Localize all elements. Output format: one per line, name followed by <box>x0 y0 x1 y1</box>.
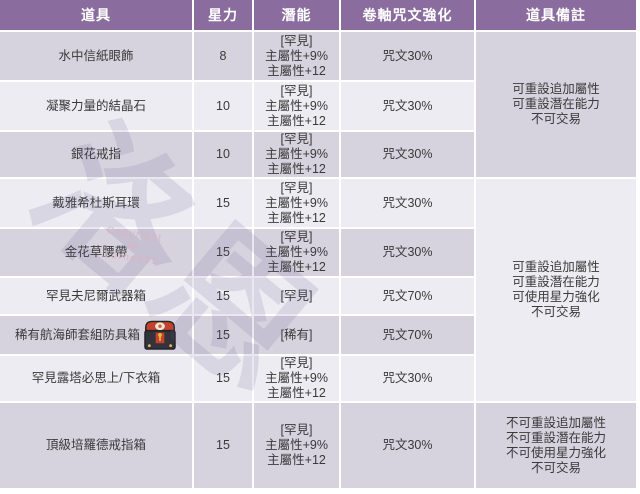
item-name-cell: 金花草腰帶 <box>0 227 194 278</box>
potential-cell: [罕見] 主屬性+9% 主屬性+12 <box>252 354 341 403</box>
item-name-cell: 罕見夫尼爾武器箱 <box>0 276 194 316</box>
star-force-cell: 15 <box>192 314 254 356</box>
star-force-cell: 15 <box>192 227 254 278</box>
header-row: 道具 星力 潛能 卷軸咒文強化 道具備註 <box>0 0 638 32</box>
table-row: 凝聚力量的結晶石 10 [罕見] 主屬性+9% 主屬性+12 咒文30% <box>0 80 637 132</box>
notes-cell: 不可重設追加屬性 不可重設潛在能力 不可使用星力強化 不可交易 <box>474 401 638 490</box>
potential-cell: [罕見] 主屬性+9% 主屬性+12 <box>252 130 341 179</box>
potential-cell: [罕見] <box>252 276 341 316</box>
table-row: 水中信紙眼飾 8 [罕見] 主屬性+9% 主屬性+12 咒文30% 可重設追加屬… <box>0 30 638 179</box>
star-force-cell: 15 <box>192 177 254 229</box>
star-force-cell: 15 <box>192 276 254 316</box>
potential-cell: [罕見] 主屬性+9% 主屬性+12 <box>252 80 341 132</box>
potential-cell: [稀有] <box>252 314 341 356</box>
table-row: 金花草腰帶 15 [罕見] 主屬性+9% 主屬性+12 咒文30% <box>0 227 637 278</box>
scroll-cell: 咒文30% <box>339 227 476 278</box>
item-name-cell: 凝聚力量的結晶石 <box>0 80 194 132</box>
item-name-cell: 銀花戒指 <box>0 130 194 179</box>
treasure-chest-icon <box>144 320 176 350</box>
notes-cell: 可重設追加屬性 可重設潛在能力 不可交易 <box>474 30 638 179</box>
item-name-cell: 稀有航海師套組防具箱 <box>0 314 194 356</box>
potential-cell: [罕見] 主屬性+9% 主屬性+12 <box>252 177 341 229</box>
item-name-cell: 頂級培羅德戒指箱 <box>0 401 194 490</box>
col-header-scroll: 卷軸咒文強化 <box>339 0 476 32</box>
col-header-star: 星力 <box>192 0 254 32</box>
item-name-cell: 戴雅希杜斯耳環 <box>0 177 194 229</box>
scroll-cell: 咒文30% <box>339 177 476 229</box>
star-force-cell: 10 <box>192 80 254 132</box>
scroll-cell: 咒文70% <box>339 276 476 316</box>
scroll-cell: 咒文30% <box>339 80 476 132</box>
item-name-cell: 罕見露塔必思上/下衣箱 <box>0 354 194 403</box>
col-header-potential: 潛能 <box>252 0 341 32</box>
item-name-label: 稀有航海師套組防具箱 <box>14 327 140 342</box>
scroll-cell: 咒文30% <box>339 130 476 179</box>
table-row: 罕見夫尼爾武器箱 15 [罕見] 咒文70% <box>0 276 637 316</box>
table-row: 頂級培羅德戒指箱 15 [罕見] 主屬性+9% 主屬性+12 咒文30% 不可重… <box>0 401 638 490</box>
potential-cell: [罕見] 主屬性+9% 主屬性+12 <box>252 227 341 278</box>
star-force-cell: 15 <box>192 401 254 490</box>
table-row: 稀有航海師套組防具箱 <box>0 314 637 356</box>
scroll-cell: 咒文30% <box>339 354 476 403</box>
star-force-cell: 10 <box>192 130 254 179</box>
scroll-cell: 咒文30% <box>339 401 476 490</box>
table-row: 罕見露塔必思上/下衣箱 15 [罕見] 主屬性+9% 主屬性+12 咒文30% <box>0 354 637 403</box>
item-name-cell: 水中信紙眼飾 <box>0 30 194 82</box>
star-force-cell: 8 <box>192 30 254 82</box>
potential-cell: [罕見] 主屬性+9% 主屬性+12 <box>252 30 341 82</box>
notes-cell: 可重設追加屬性 可重設潛在能力 可使用星力強化 不可交易 <box>474 177 638 403</box>
col-header-notes: 道具備註 <box>474 0 638 32</box>
scroll-cell: 咒文30% <box>339 30 476 82</box>
table-row: 銀花戒指 10 [罕見] 主屬性+9% 主屬性+12 咒文30% <box>0 130 637 179</box>
potential-cell: [罕見] 主屬性+9% 主屬性+12 <box>252 401 341 490</box>
star-force-cell: 15 <box>192 354 254 403</box>
col-header-item: 道具 <box>0 0 194 32</box>
scroll-cell: 咒文70% <box>339 314 476 356</box>
table-row: 戴雅希杜斯耳環 15 [罕見] 主屬性+9% 主屬性+12 咒文30% 可重設追… <box>0 177 638 403</box>
